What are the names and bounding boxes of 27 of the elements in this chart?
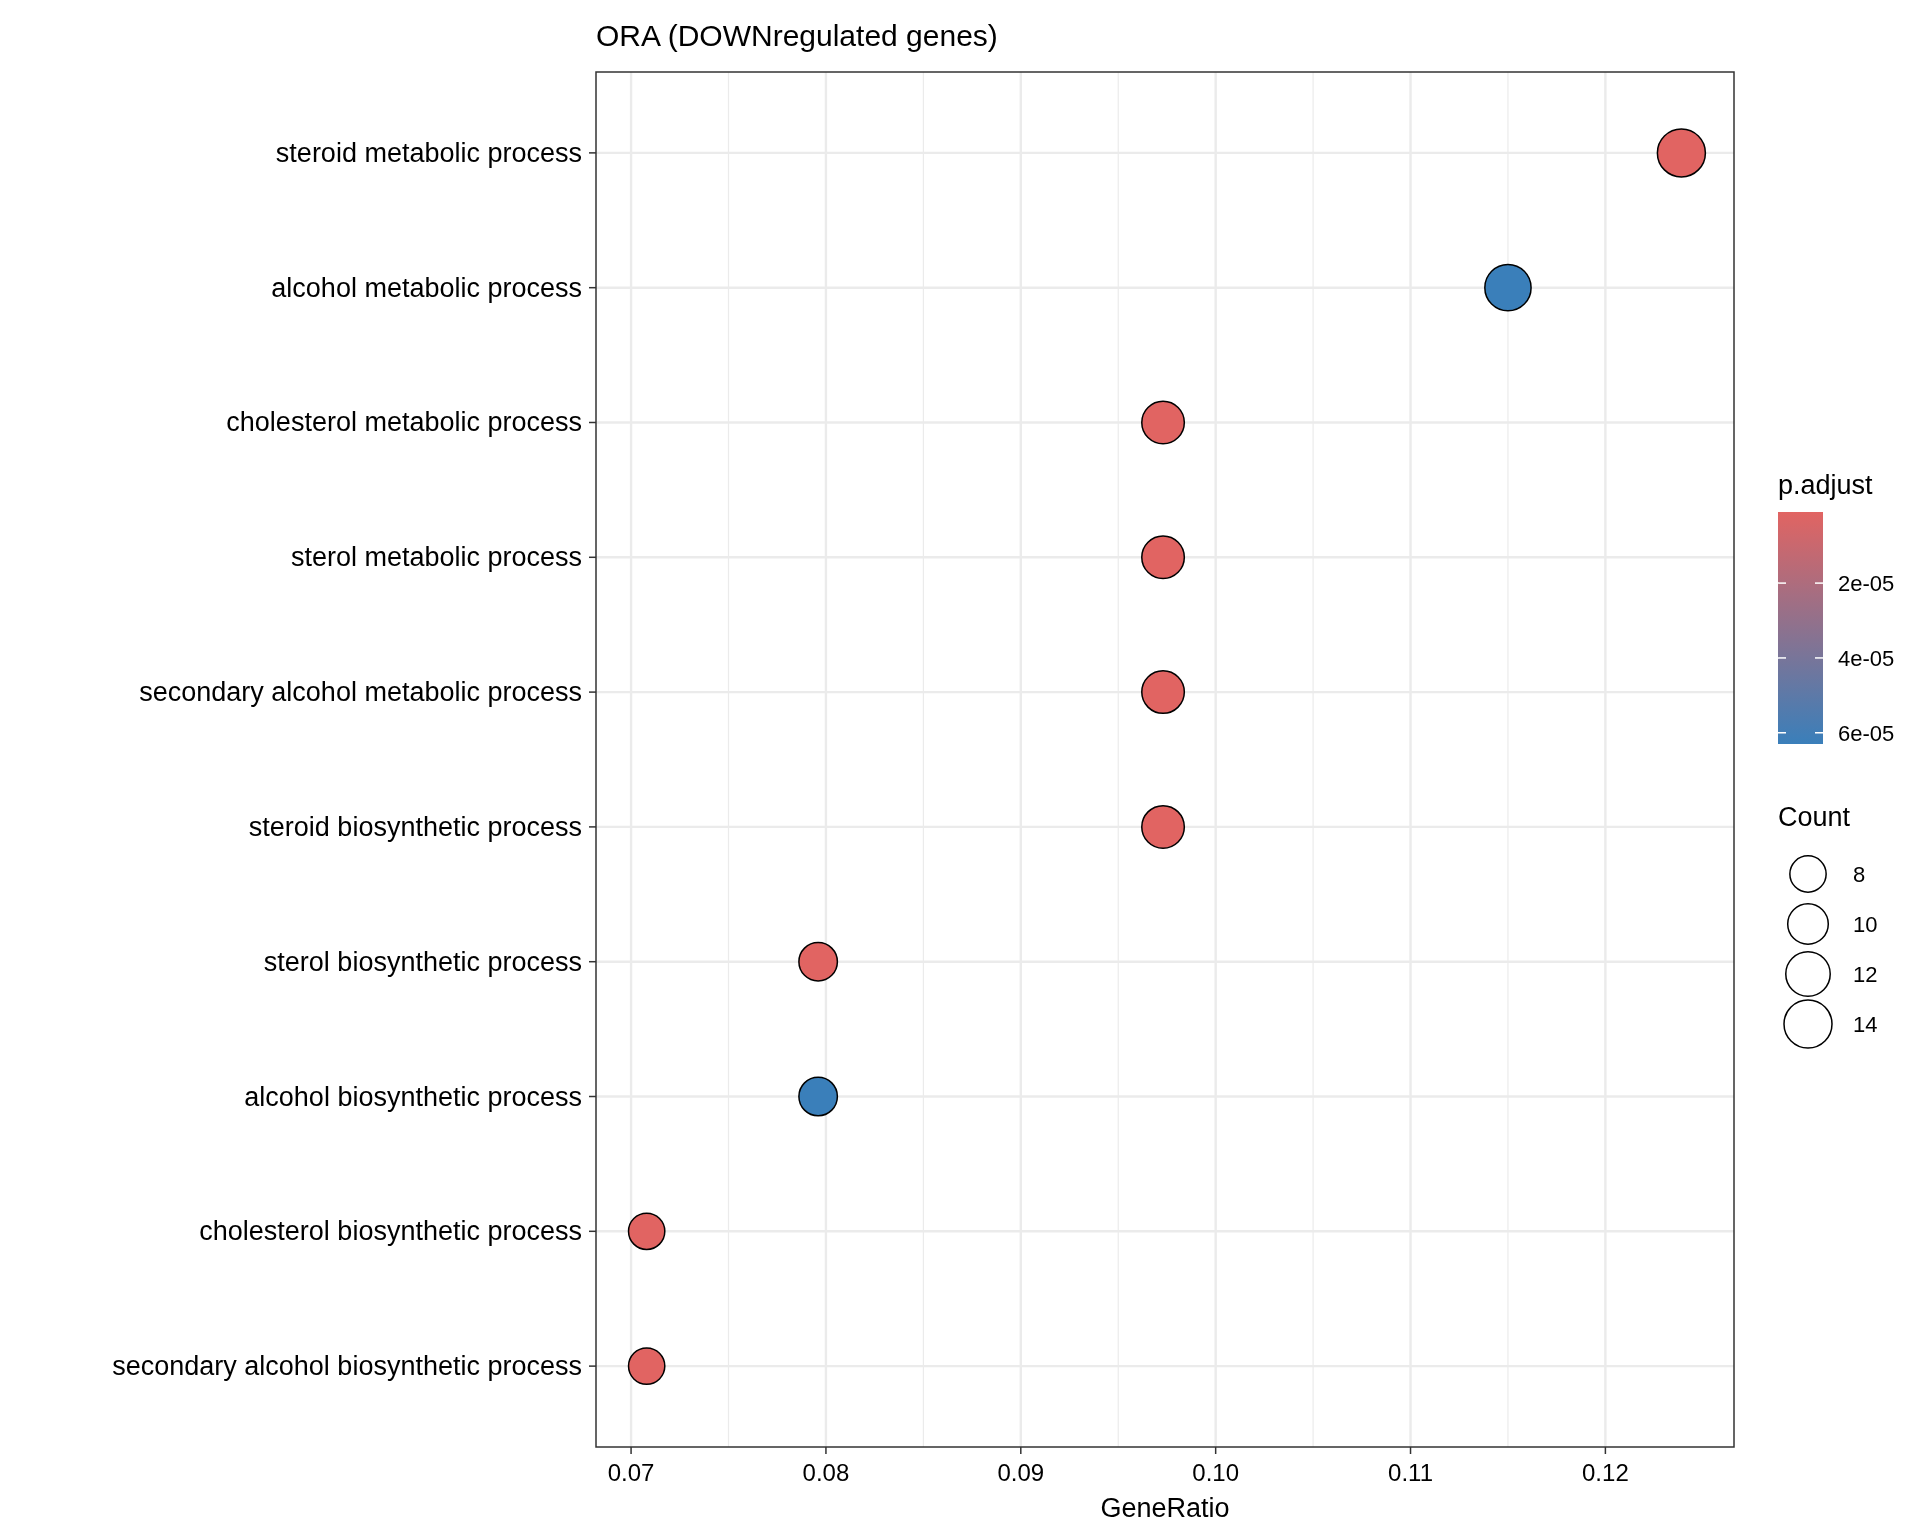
y-tick-label: sterol metabolic process: [290, 542, 582, 573]
color-bar-label: 6e-05: [1838, 720, 1895, 746]
chart-title: ORA (DOWNregulated genes): [596, 19, 998, 52]
x-axis-title: GeneRatio: [1100, 1493, 1230, 1523]
legend-label: 10: [1853, 912, 1878, 937]
x-tick-label: 0.10: [1192, 1459, 1240, 1486]
y-tick-label: steroid biosynthetic process: [248, 811, 582, 842]
y-tick-label: cholesterol metabolic process: [226, 407, 582, 438]
color-bar-label: 2e-05: [1838, 571, 1895, 597]
x-tick-label: 0.09: [997, 1459, 1045, 1486]
x-tick-label: 0.07: [607, 1459, 655, 1486]
legend-label: 8: [1853, 862, 1866, 887]
legend-label: 12: [1853, 962, 1878, 987]
y-tick-label: secondary alcohol biosynthetic process: [112, 1351, 582, 1382]
x-tick-label: 0.08: [802, 1459, 850, 1486]
y-tick-label: alcohol metabolic process: [271, 272, 582, 303]
x-tick-label: 0.12: [1582, 1459, 1629, 1486]
legend-label: 14: [1853, 1012, 1878, 1037]
x-tick-label: 0.11: [1388, 1459, 1433, 1486]
legend-title: Count: [1778, 802, 1851, 832]
color-bar-title: p.adjust: [1778, 470, 1874, 500]
y-tick-label: steroid metabolic process: [275, 137, 582, 168]
color-bar-label: 4e-05: [1838, 645, 1895, 671]
y-tick-label: cholesterol biosynthetic process: [199, 1216, 582, 1247]
y-tick-label: alcohol biosynthetic process: [244, 1081, 582, 1112]
y-tick-label: sterol biosynthetic process: [263, 946, 582, 977]
y-tick-label: secondary alcohol metabolic process: [139, 677, 582, 708]
